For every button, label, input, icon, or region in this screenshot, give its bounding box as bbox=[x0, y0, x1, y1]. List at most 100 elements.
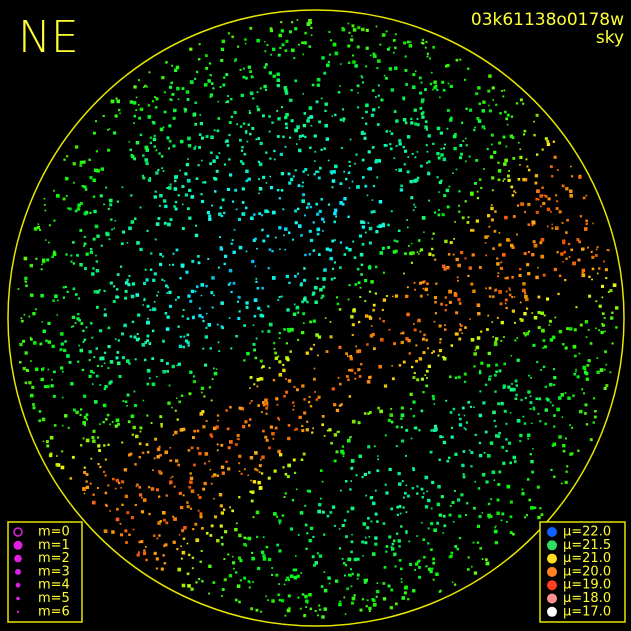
star bbox=[83, 415, 87, 419]
star bbox=[374, 292, 377, 295]
star bbox=[276, 78, 280, 82]
star bbox=[147, 115, 152, 119]
star bbox=[157, 169, 160, 172]
star bbox=[285, 356, 289, 360]
star bbox=[403, 163, 406, 166]
star bbox=[30, 338, 33, 341]
star bbox=[307, 116, 310, 120]
star bbox=[93, 131, 96, 135]
star bbox=[400, 525, 403, 528]
star bbox=[170, 459, 173, 462]
star bbox=[418, 566, 421, 569]
star bbox=[199, 412, 204, 416]
star bbox=[537, 311, 541, 315]
star bbox=[436, 521, 439, 525]
star bbox=[305, 428, 309, 432]
star bbox=[227, 553, 230, 556]
star bbox=[46, 444, 50, 448]
star bbox=[199, 560, 202, 563]
star bbox=[360, 75, 363, 77]
star bbox=[88, 374, 92, 378]
star bbox=[128, 453, 131, 457]
star bbox=[221, 543, 224, 546]
star bbox=[126, 278, 129, 282]
star bbox=[600, 330, 604, 335]
star bbox=[186, 178, 191, 183]
star bbox=[241, 212, 246, 216]
star bbox=[497, 402, 500, 406]
star bbox=[329, 170, 333, 174]
star bbox=[537, 326, 541, 330]
star bbox=[139, 247, 143, 252]
star bbox=[494, 390, 497, 393]
star bbox=[324, 109, 327, 112]
star bbox=[207, 258, 210, 260]
star bbox=[152, 100, 155, 103]
star bbox=[264, 88, 268, 91]
star bbox=[399, 512, 402, 515]
star bbox=[182, 309, 185, 311]
star bbox=[167, 401, 171, 405]
star bbox=[480, 361, 484, 365]
star bbox=[195, 538, 200, 543]
star bbox=[285, 274, 289, 279]
star bbox=[316, 170, 320, 173]
star bbox=[242, 75, 246, 79]
star bbox=[180, 545, 182, 547]
star bbox=[400, 184, 403, 188]
star bbox=[277, 593, 280, 597]
star bbox=[592, 222, 594, 225]
star bbox=[109, 423, 111, 426]
star bbox=[361, 598, 365, 601]
star bbox=[430, 429, 433, 432]
star bbox=[411, 487, 415, 490]
star bbox=[143, 298, 146, 302]
star bbox=[372, 599, 376, 603]
star bbox=[278, 197, 281, 200]
star bbox=[84, 267, 87, 271]
star bbox=[308, 593, 312, 597]
star bbox=[347, 378, 350, 381]
star bbox=[592, 421, 595, 424]
star bbox=[262, 557, 267, 561]
star bbox=[80, 444, 83, 447]
star bbox=[533, 243, 538, 248]
star bbox=[487, 314, 490, 317]
star bbox=[62, 370, 64, 373]
star bbox=[166, 292, 168, 294]
star bbox=[490, 204, 493, 206]
star bbox=[313, 343, 315, 346]
star bbox=[148, 512, 151, 516]
star bbox=[145, 558, 148, 562]
star bbox=[107, 367, 110, 369]
star bbox=[317, 354, 319, 357]
star bbox=[205, 420, 208, 422]
star bbox=[30, 360, 32, 362]
star bbox=[160, 423, 163, 426]
star bbox=[142, 304, 144, 306]
star bbox=[309, 405, 313, 408]
star bbox=[252, 239, 256, 242]
star bbox=[230, 242, 233, 245]
star bbox=[276, 189, 280, 192]
star bbox=[96, 487, 99, 489]
star bbox=[451, 581, 454, 583]
star bbox=[304, 214, 306, 217]
star bbox=[308, 253, 311, 256]
magnitude-label: m=2 bbox=[38, 551, 70, 566]
star bbox=[104, 384, 108, 389]
star bbox=[409, 179, 413, 184]
star bbox=[487, 351, 491, 356]
star bbox=[238, 470, 241, 473]
star bbox=[519, 433, 523, 438]
star bbox=[578, 240, 581, 244]
star bbox=[585, 222, 588, 226]
star bbox=[285, 378, 287, 380]
star bbox=[408, 44, 413, 48]
star bbox=[92, 237, 96, 241]
star bbox=[390, 88, 395, 92]
star bbox=[19, 361, 22, 364]
star bbox=[96, 436, 100, 439]
star bbox=[475, 219, 479, 223]
star bbox=[262, 175, 266, 179]
